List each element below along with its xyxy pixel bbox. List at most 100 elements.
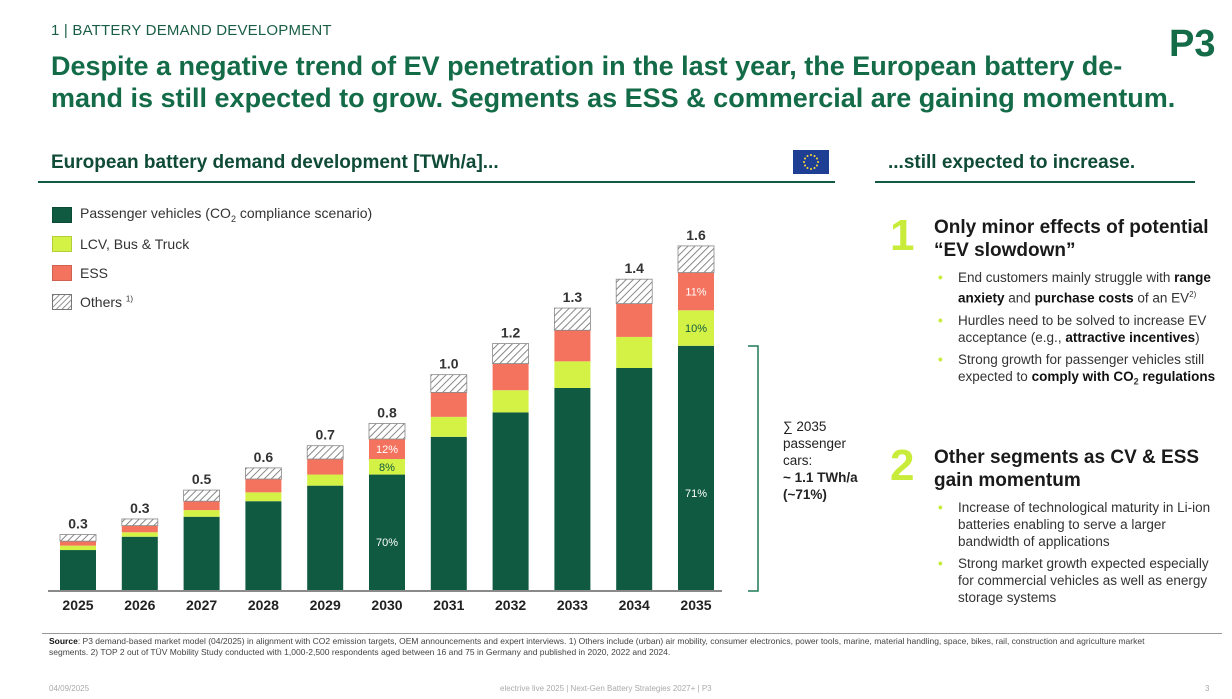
note-line-1: ∑ 2035 bbox=[783, 419, 827, 434]
bar-2028-ess bbox=[245, 479, 282, 493]
x-tick-label: 2029 bbox=[310, 597, 341, 613]
bar-2025-ess bbox=[60, 541, 96, 546]
note-line-4: ~ 1.1 TWh/a bbox=[783, 470, 858, 485]
bar-2026-lcv bbox=[121, 532, 158, 537]
bar-2029-passenger bbox=[307, 485, 344, 590]
bar-2031-passenger bbox=[430, 436, 467, 590]
bar-2034-lcv bbox=[616, 336, 653, 368]
bar-total-label: 0.8 bbox=[377, 405, 397, 421]
x-tick-label: 2034 bbox=[619, 597, 650, 613]
legend-label-others: Others 1) bbox=[80, 293, 134, 310]
footer-date: 04/09/2025 bbox=[49, 684, 90, 693]
key-point-bullets: End customers mainly struggle with range… bbox=[934, 269, 1224, 395]
legend-swatch-lcv bbox=[52, 235, 72, 252]
x-tick-label: 2026 bbox=[124, 597, 155, 613]
bar-share-label: 70% bbox=[376, 537, 398, 549]
source-note: Source: P3 demand-based market model (04… bbox=[49, 636, 1145, 657]
svg-text:P3: P3 bbox=[1169, 23, 1215, 62]
bar-2034-others bbox=[615, 278, 653, 305]
bar-2033-others bbox=[554, 307, 591, 331]
legend-swatch-others bbox=[52, 293, 72, 310]
x-tick-label: 2025 bbox=[62, 597, 93, 613]
x-tick-label: 2027 bbox=[186, 597, 217, 613]
bar-total-label: 0.5 bbox=[192, 471, 212, 487]
key-point-number: 2 bbox=[890, 441, 915, 490]
legend-swatch-passenger bbox=[52, 206, 72, 223]
note-line-2: passenger bbox=[783, 436, 847, 451]
eu-flag-icon bbox=[793, 150, 829, 174]
bar-2031-others bbox=[430, 374, 468, 393]
bullet-item: Hurdles need to be solved to increase EV… bbox=[934, 312, 1224, 346]
page-title: Despite a negative trend of EV penetrati… bbox=[51, 51, 1176, 113]
bar-2033-ess bbox=[554, 330, 591, 362]
right-panel-title: ...still expected to increase. bbox=[888, 152, 1136, 173]
bar-2030-others bbox=[368, 423, 406, 440]
bar-2027-passenger bbox=[183, 516, 220, 590]
bar-2026-ess bbox=[121, 525, 158, 533]
stacked-bar-chart: 0.3 2025 0.3 2026 0.5 2027 0.6 2028 0.7 2029 70% 8%… bbox=[48, 227, 759, 613]
bullet-item: End customers mainly struggle with range… bbox=[934, 269, 1224, 307]
bar-total-label: 0.6 bbox=[254, 449, 274, 465]
bar-2032-lcv bbox=[492, 390, 529, 413]
key-point-bullets: Increase of technological maturity in Li… bbox=[934, 499, 1224, 611]
bar-2028-others bbox=[244, 467, 282, 480]
note-line-3: cars: bbox=[783, 453, 813, 468]
bullet-item: Strong market growth expected especially… bbox=[934, 555, 1224, 606]
bar-2029-ess bbox=[307, 459, 344, 475]
passenger-bracket bbox=[748, 345, 759, 592]
bullet-item: Increase of technological maturity in Li… bbox=[934, 499, 1224, 550]
bar-share-label: 11% bbox=[685, 286, 706, 298]
footer-event: electrive live 2025 | Next-Gen Battery S… bbox=[500, 684, 712, 693]
bar-share-label: 8% bbox=[379, 462, 395, 474]
bar-2031-lcv bbox=[430, 416, 467, 437]
x-tick-label: 2031 bbox=[433, 597, 464, 613]
bullet-item: Strong growth for passenger vehicles sti… bbox=[934, 351, 1224, 391]
bar-share-label: 10% bbox=[685, 323, 707, 335]
bar-total-label: 1.0 bbox=[439, 356, 459, 372]
bar-2029-lcv bbox=[307, 474, 344, 486]
x-tick-label: 2033 bbox=[557, 597, 588, 613]
bar-2028-passenger bbox=[245, 501, 282, 590]
bar-2030-lcv bbox=[369, 459, 405, 475]
page-number: 3 bbox=[1205, 684, 1210, 693]
bar-2031-ess bbox=[430, 392, 467, 417]
legend-swatch-ess bbox=[52, 264, 72, 281]
bar-2035-others bbox=[677, 245, 715, 273]
bar-total-label: 0.3 bbox=[68, 516, 88, 532]
passenger-2035-note: ∑ 2035 passenger cars: ~ 1.1 TWh/a (~71%… bbox=[783, 418, 883, 503]
x-tick-label: 2028 bbox=[248, 597, 279, 613]
bar-2026-others bbox=[121, 518, 159, 527]
bar-2035-passenger bbox=[678, 345, 714, 590]
bar-2027-lcv bbox=[183, 510, 220, 517]
bar-share-label: 71% bbox=[685, 488, 707, 500]
bar-2027-others bbox=[183, 489, 221, 502]
p3-logo: P3 bbox=[1169, 23, 1215, 62]
bar-2025-others bbox=[59, 534, 97, 542]
bar-2025-passenger bbox=[60, 550, 96, 590]
bar-2035-lcv bbox=[678, 310, 714, 346]
bar-total-label: 1.4 bbox=[624, 260, 644, 276]
legend-label-passenger: Passenger vehicles (CO2 compliance scena… bbox=[80, 205, 373, 224]
bar-2034-ess bbox=[616, 303, 653, 337]
legend-item-ess: ESS bbox=[52, 258, 372, 287]
bar-total-label: 1.2 bbox=[501, 325, 521, 341]
legend-item-others: Others 1) bbox=[52, 287, 372, 316]
bar-2030-passenger bbox=[369, 474, 405, 590]
bar-2034-passenger bbox=[616, 368, 653, 590]
x-tick-label: 2035 bbox=[680, 597, 711, 613]
footer-divider bbox=[42, 633, 1222, 634]
key-point-title: Only minor effects of potential “EV slow… bbox=[934, 217, 1209, 261]
key-point-title: Other segments as CV & ESS gain momentum bbox=[934, 447, 1200, 491]
legend-label-ess: ESS bbox=[80, 264, 109, 281]
legend-item-lcv: LCV, Bus & Truck bbox=[52, 229, 372, 258]
right-panel-rule bbox=[875, 181, 1195, 183]
left-panel-rule bbox=[38, 181, 835, 183]
bar-2033-lcv bbox=[554, 361, 591, 388]
chart-title: European battery demand development [TWh… bbox=[51, 152, 499, 173]
bar-total-label: 0.7 bbox=[315, 427, 335, 443]
bar-2025-lcv bbox=[60, 545, 96, 551]
bar-2027-ess bbox=[183, 501, 220, 511]
chart-legend: Passenger vehicles (CO2 compliance scena… bbox=[52, 200, 372, 316]
bar-total-label: 0.3 bbox=[130, 500, 150, 516]
bar-2035-ess bbox=[678, 272, 714, 311]
